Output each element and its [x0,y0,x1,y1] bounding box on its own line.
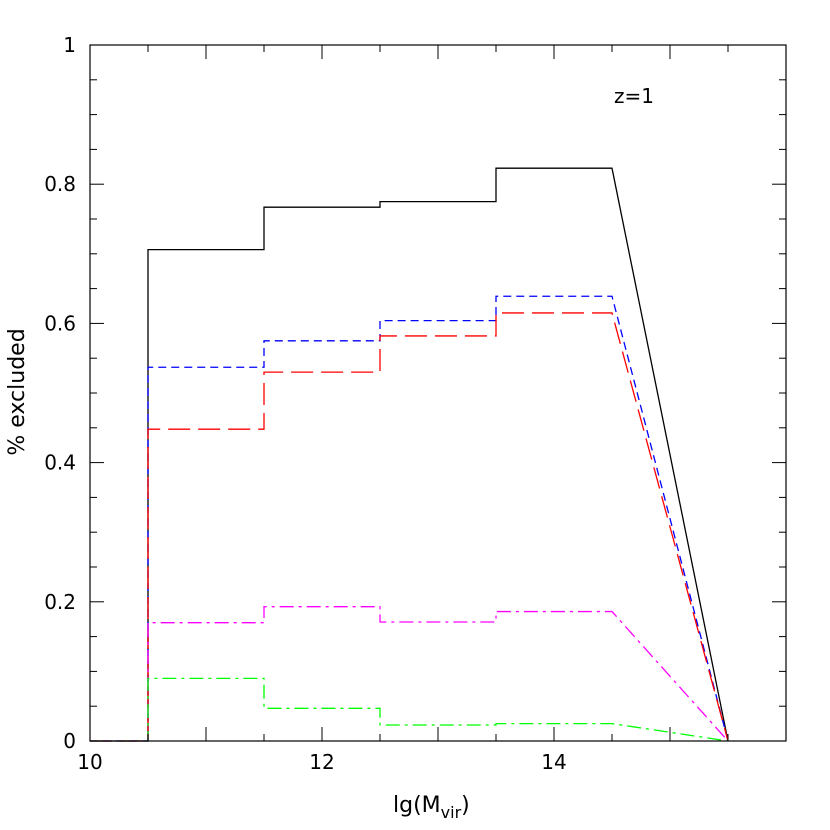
x-axis-label-subscript: vir [441,803,462,822]
y-tick-label: 0.4 [44,451,76,475]
x-tick-label: 10 [77,750,102,774]
histogram-series-5 [90,677,729,742]
x-tick-label: 14 [541,750,566,774]
series-layer [90,167,729,742]
x-axis-label-close: ) [461,793,470,818]
plot-frame [89,44,787,742]
y-tick-label: 0.8 [44,172,76,196]
tick-label-layer: 10 12 14 0 0.2 0.4 0.6 0.8 1 [44,33,567,774]
histogram-series-4 [90,606,729,742]
x-axis-label-main: lg(M [393,793,441,818]
y-axis-label: % excluded [5,328,30,455]
histogram-series-1 [90,167,729,742]
tick-layer [89,44,787,742]
histogram-series-2 [90,295,729,742]
x-axis-label: lg(Mvir) [393,793,470,822]
redshift-annotation: z=1 [614,84,654,108]
y-tick-label: 1 [63,33,76,57]
y-tick-label: 0.6 [44,311,76,335]
y-tick-label: 0.2 [44,590,76,614]
histogram-series-3 [90,312,729,742]
x-tick-label: 12 [309,750,334,774]
y-tick-label: 0 [63,729,76,753]
